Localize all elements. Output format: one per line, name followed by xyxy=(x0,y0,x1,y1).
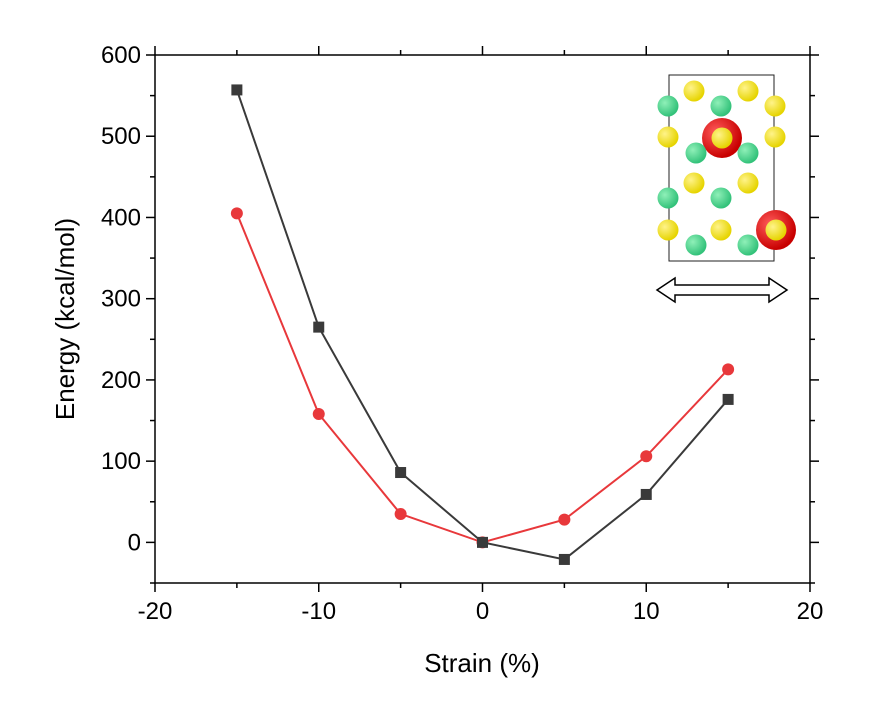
y-tick-label: 100 xyxy=(101,448,141,475)
atoms xyxy=(657,80,796,256)
x-tick-label: 10 xyxy=(633,598,660,625)
yellow-atom xyxy=(711,127,733,149)
y-tick-label: 0 xyxy=(128,529,141,556)
yellow-atom xyxy=(764,95,786,117)
green-atom xyxy=(710,187,732,209)
yellow-atom xyxy=(683,172,705,194)
yellow-atom xyxy=(683,80,705,102)
data-point-circle xyxy=(394,507,407,520)
y-tick-label: 400 xyxy=(101,204,141,231)
green-atom xyxy=(685,142,707,164)
yellow-atom xyxy=(764,126,786,148)
yellow-atom xyxy=(710,219,732,241)
green-atom xyxy=(737,234,759,256)
series-line-red-circles xyxy=(235,213,729,544)
yellow-atom xyxy=(657,219,679,241)
double-headed-arrow-icon xyxy=(655,276,789,304)
series-line-black-squares xyxy=(235,89,729,561)
y-tick-label: 600 xyxy=(101,42,141,69)
data-point-square xyxy=(477,536,488,548)
y-tick-label: 500 xyxy=(101,123,141,150)
yellow-atom xyxy=(737,80,759,102)
green-atom xyxy=(685,234,707,256)
x-tick-label: 0 xyxy=(476,598,489,625)
axis-ticks xyxy=(146,46,819,592)
crystal-structure-icon xyxy=(657,74,796,262)
yellow-atom xyxy=(737,172,759,194)
green-atom xyxy=(710,95,732,117)
y-tick-label: 200 xyxy=(101,367,141,394)
x-tick-label: -20 xyxy=(138,598,173,625)
y-tick-label: 300 xyxy=(101,286,141,313)
green-atom xyxy=(657,95,679,117)
data-point-circle xyxy=(312,408,325,421)
data-point-square xyxy=(558,553,570,565)
yellow-atom xyxy=(765,219,787,241)
green-atom xyxy=(657,187,679,209)
green-atom xyxy=(737,142,759,164)
x-tick-label: -10 xyxy=(301,598,336,625)
x-axis-title: Strain (%) xyxy=(424,648,540,678)
data-point-square xyxy=(313,321,325,333)
x-tick-label: 20 xyxy=(797,598,824,625)
data-point-square xyxy=(640,488,652,500)
y-axis-title: Energy (kcal/mol) xyxy=(50,218,80,420)
data-point-circle xyxy=(640,450,653,463)
data-point-circle xyxy=(722,363,735,376)
data-point-circle xyxy=(558,513,571,526)
data-point-circle xyxy=(230,207,243,220)
yellow-atom xyxy=(657,126,679,148)
data-point-square xyxy=(722,393,734,405)
arrow-outline xyxy=(655,276,789,304)
data-point-square xyxy=(231,84,243,96)
series-red-circles xyxy=(230,207,735,549)
series-layer xyxy=(230,84,735,565)
data-point-square xyxy=(395,467,407,479)
series-black-squares xyxy=(231,84,734,565)
